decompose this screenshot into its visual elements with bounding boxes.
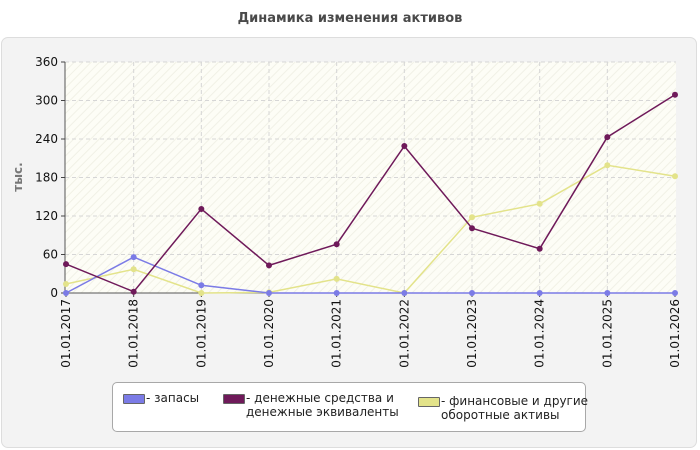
y-axis-label: тыс.	[11, 162, 25, 191]
series-line	[65, 94, 676, 293]
legend-label-stocks: - запасы	[146, 391, 316, 405]
series-line	[65, 164, 676, 294]
data-point	[130, 288, 137, 295]
legend-line: оборотные активы	[441, 408, 560, 422]
data-point	[63, 281, 69, 288]
legend-swatch-stocks	[123, 394, 145, 404]
data-point	[536, 200, 543, 207]
data-point	[604, 162, 611, 169]
y-ticks: 0 60 120 180 240 300 360	[35, 55, 65, 300]
data-point	[266, 262, 272, 269]
data-point	[333, 241, 340, 248]
x-tick-label: 01.01.2024	[533, 299, 547, 368]
data-point	[469, 225, 475, 232]
series-points	[63, 91, 678, 296]
x-tick-label: 01.01.2019	[194, 299, 208, 368]
data-point	[266, 290, 272, 296]
legend-swatch-cash	[223, 394, 245, 404]
legend-swatch-financial	[418, 397, 440, 407]
data-point	[536, 245, 543, 252]
series-line	[65, 256, 675, 294]
data-point	[198, 205, 205, 212]
data-point	[401, 143, 408, 150]
data-point	[469, 214, 475, 221]
x-tick-label: 01.01.2026	[668, 299, 682, 368]
data-point	[130, 266, 137, 273]
legend: - запасы - денежные средства и денежные э…	[112, 382, 588, 432]
grid	[65, 61, 676, 293]
y-tick-label: 0	[50, 286, 58, 300]
y-tick-label: 360	[35, 55, 58, 69]
data-point	[198, 290, 205, 296]
data-point	[333, 275, 340, 282]
data-point	[198, 282, 205, 289]
data-point	[536, 290, 543, 296]
data-point	[130, 254, 137, 261]
legend-label-cash: - денежные средства и денежные эквивалент…	[246, 391, 416, 419]
series-lines	[65, 94, 676, 294]
chart-title: Динамика изменения активов	[237, 11, 463, 26]
data-point	[672, 173, 678, 180]
x-tick-label: 01.01.2017	[59, 299, 73, 368]
legend-line: - запасы	[146, 391, 200, 405]
legend-label-financial: - финансовые и другие оборотные активы	[441, 394, 611, 422]
data-point	[63, 290, 69, 296]
data-point	[469, 290, 475, 296]
legend-line: - денежные средства и	[246, 391, 394, 405]
x-tick-label: 01.01.2023	[465, 299, 479, 368]
data-point	[672, 91, 678, 98]
y-tick-label: 120	[35, 209, 58, 223]
legend-line: - финансовые и другие	[441, 394, 589, 408]
legend-line: денежные эквиваленты	[246, 405, 399, 419]
data-point	[604, 134, 611, 141]
y-tick-label: 240	[35, 132, 58, 146]
data-point	[63, 261, 69, 268]
x-tick-label: 01.01.2020	[262, 299, 276, 368]
data-point	[333, 290, 340, 296]
y-tick-label: 60	[43, 248, 58, 262]
y-tick-label: 300	[35, 94, 58, 108]
data-point	[401, 290, 408, 296]
data-point	[604, 290, 611, 296]
x-tick-label: 01.01.2022	[397, 299, 411, 368]
x-ticks: 01.01.2017 01.01.2018 01.01.2019 01.01.2020…	[59, 293, 682, 368]
y-tick-label: 180	[35, 171, 58, 185]
x-tick-label: 01.01.2025	[600, 299, 614, 368]
x-tick-label: 01.01.2021	[330, 299, 344, 368]
data-point	[672, 290, 678, 296]
x-tick-label: 01.01.2018	[127, 299, 141, 368]
